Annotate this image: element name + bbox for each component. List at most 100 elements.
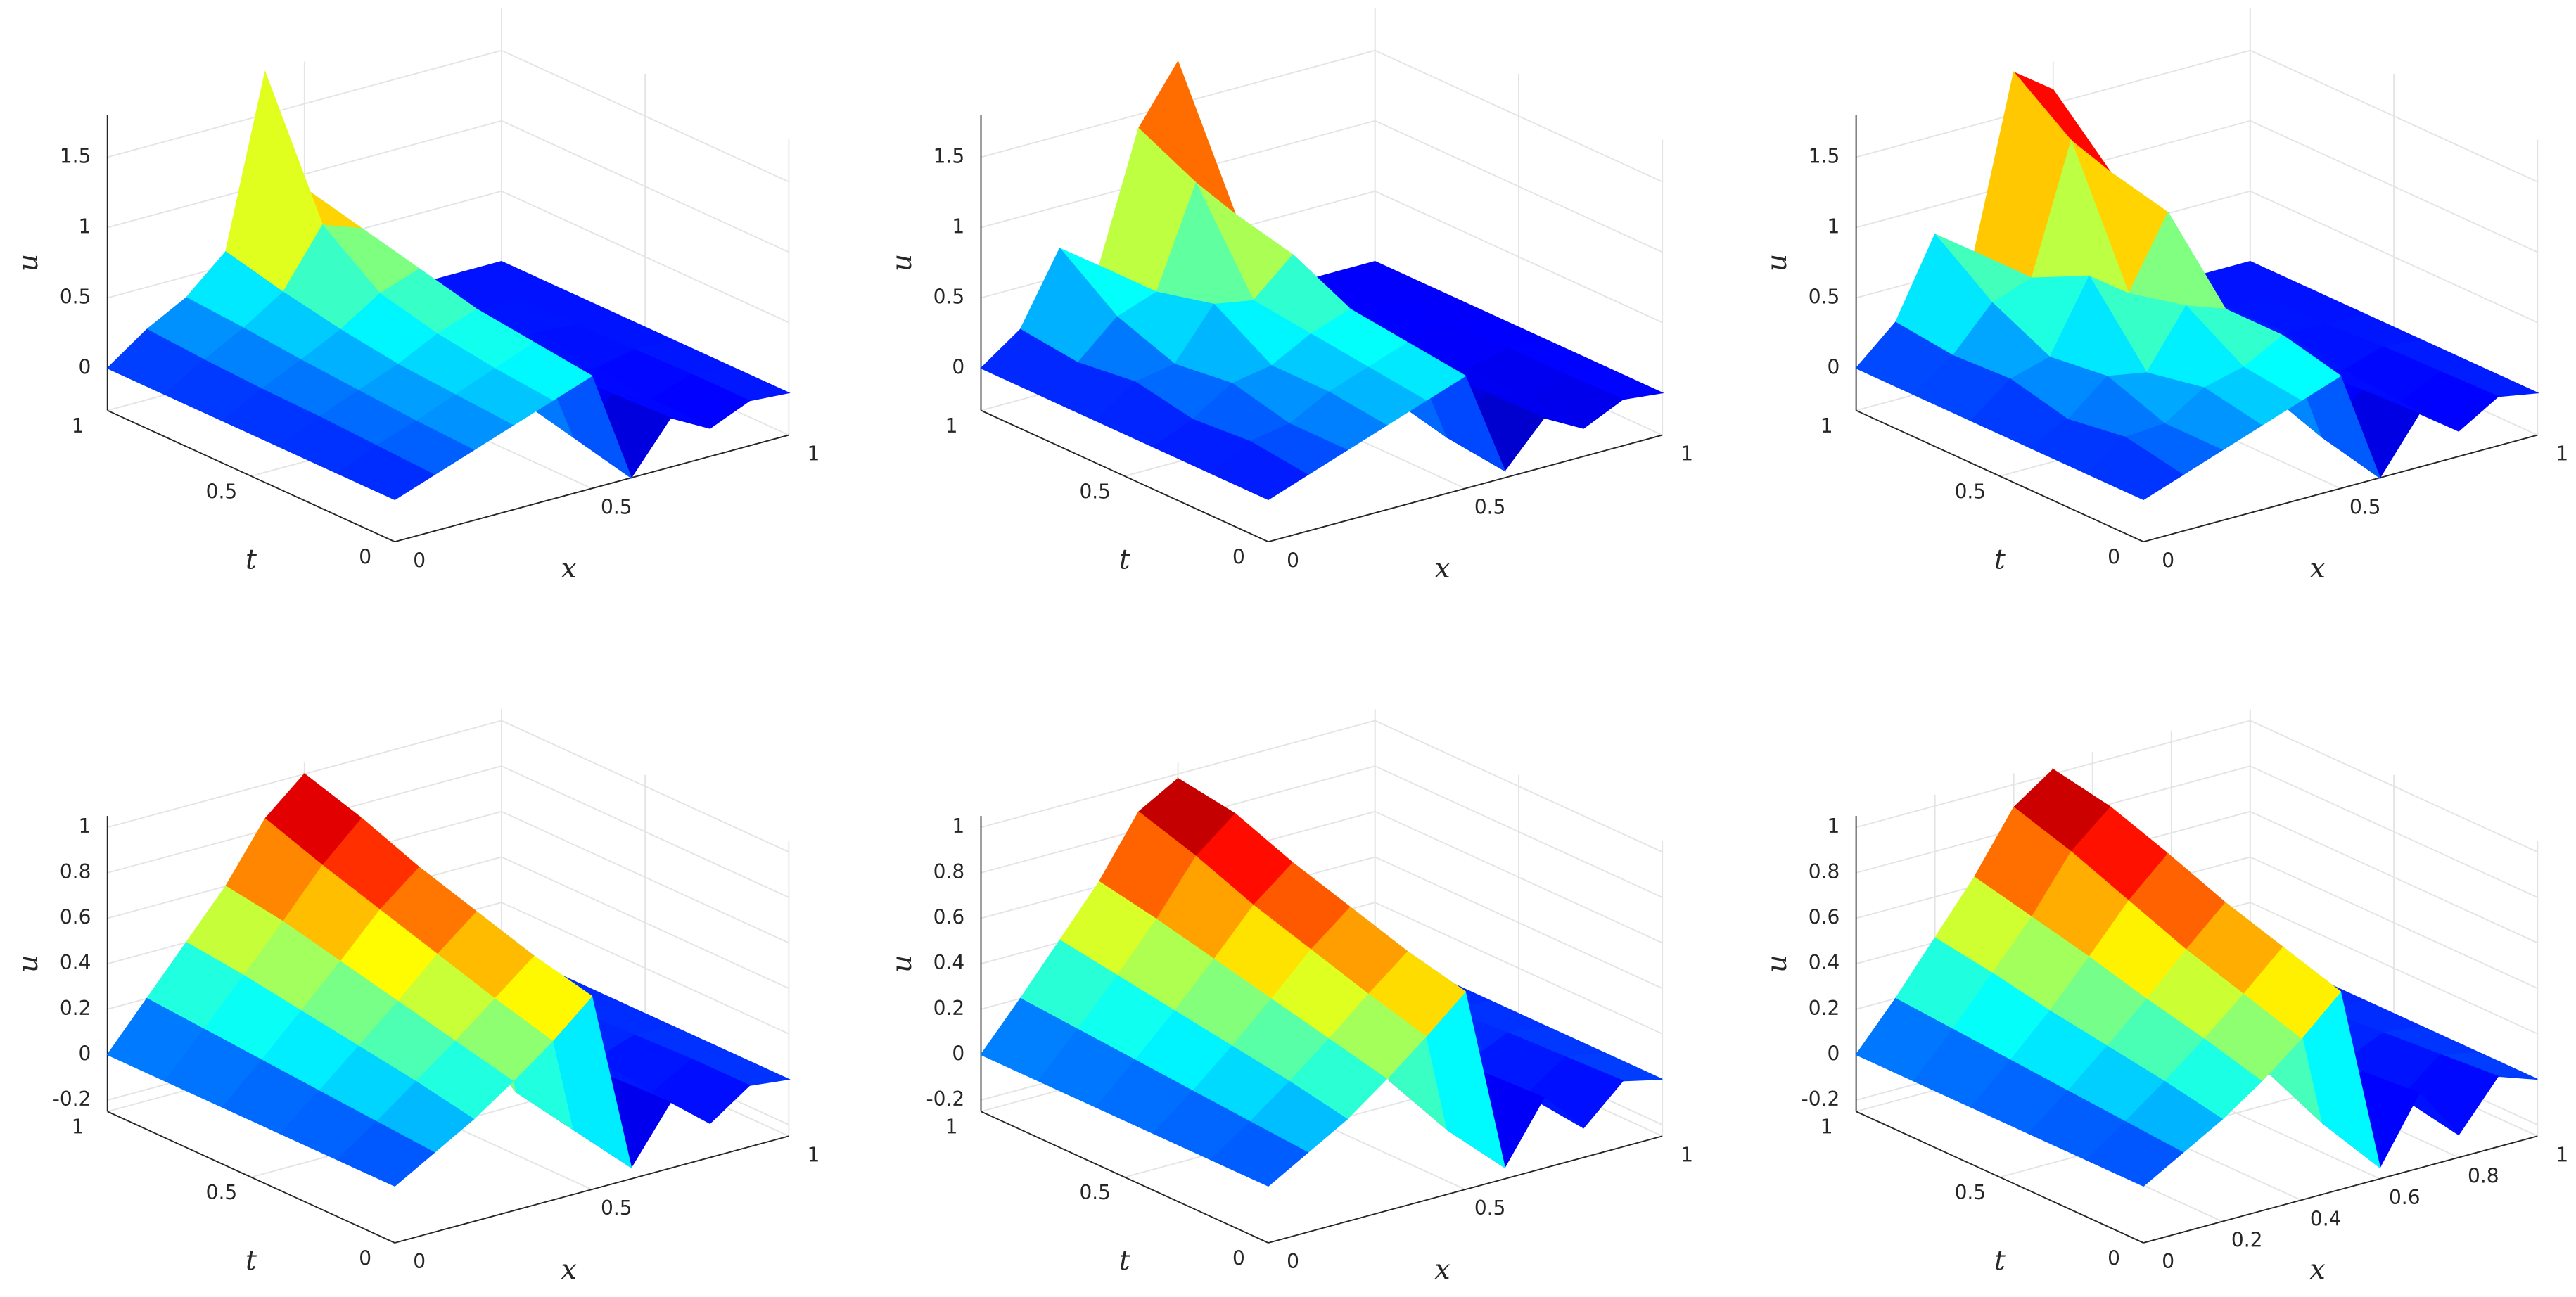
z-axis-label: u [12, 254, 44, 272]
grid-line [1375, 120, 1663, 253]
x-axis [394, 434, 789, 543]
y-axis-label: t [1994, 543, 2006, 575]
z-tick-label: 0.5 [1809, 285, 1840, 308]
x-tick-label: 0.8 [2468, 1165, 2499, 1188]
surface-plot: 0 0.5 1 0 0.5 1 0 0.5 1 1.5 x t u [1761, 8, 2568, 584]
y-axis [1856, 409, 2144, 543]
z-tick-label: 1.5 [60, 144, 91, 167]
grid-line [501, 765, 789, 898]
grid-line [1375, 856, 1663, 990]
grid-line [2250, 902, 2538, 1035]
x-axis [394, 1135, 789, 1244]
z-tick-label: 0 [79, 1042, 91, 1065]
x-axis-label: x [1434, 552, 1450, 584]
y-tick-label: 0.5 [1955, 1181, 1987, 1204]
y-tick-label: 0 [1232, 546, 1245, 569]
y-axis [981, 1111, 1269, 1244]
z-tick-label: 0.2 [1809, 997, 1840, 1020]
z-tick-label: 0.4 [1809, 951, 1840, 974]
x-axis [1268, 1135, 1663, 1244]
z-tick-label: 1 [1827, 814, 1839, 838]
grid-line [2250, 765, 2538, 898]
z-tick-label: 1 [79, 814, 91, 838]
x-tick-label: 0.5 [1474, 1196, 1506, 1220]
grid-line [2250, 856, 2538, 990]
z-tick-label: 1.5 [933, 144, 965, 167]
y-tick-label: 0 [2108, 1246, 2120, 1270]
x-tick-label: 1 [2556, 1143, 2568, 1166]
y-tick-label: 1 [1821, 1116, 1833, 1139]
x-axis-label: x [2309, 552, 2325, 584]
y-axis-label: t [1119, 543, 1130, 575]
grid-line [1375, 720, 1663, 853]
x-tick-label: 0 [2162, 1250, 2174, 1273]
x-axis [1268, 434, 1663, 543]
z-tick-label: 0 [1827, 356, 1839, 379]
y-tick-label: 0.5 [1079, 480, 1111, 503]
surface-plot: 0 0.2 0.4 0.6 0.8 1 0 0.5 1 -0.2 0 0.2 0.4 0.6 0.8 1 x t u [1761, 709, 2568, 1286]
grid-line [2250, 810, 2538, 944]
y-axis-label: t [1119, 1244, 1130, 1277]
y-axis-label: t [246, 1244, 257, 1277]
x-tick-label: 1 [1681, 442, 1693, 466]
z-tick-label: 0.4 [60, 951, 91, 974]
grid-line [1375, 810, 1663, 944]
x-tick-label: 0 [1287, 1250, 1299, 1273]
surface-patch [1210, 1121, 1309, 1187]
z-axis-label: u [1761, 954, 1793, 973]
grid-line [1375, 765, 1663, 898]
x-axis [2143, 1135, 2538, 1244]
z-tick-label: 1 [79, 215, 91, 238]
y-tick-label: 0.5 [1079, 1181, 1111, 1204]
z-tick-label: 0.5 [60, 285, 91, 308]
x-axis-label: x [561, 552, 576, 584]
z-tick-label: 0.8 [933, 860, 965, 883]
y-axis-label: t [246, 543, 257, 575]
surface-patch [336, 445, 435, 501]
x-tick-label: 0 [1287, 549, 1299, 572]
surface-plot: 0 0.5 1 0 0.5 1 0 0.5 1 1.5 x t u [886, 8, 1693, 584]
y-tick-label: 0.5 [206, 480, 238, 503]
surface-patch [1209, 440, 1309, 501]
grid-line [2250, 49, 2538, 183]
z-tick-label: 0.6 [1809, 906, 1840, 929]
x-tick-label: 0.5 [601, 1196, 632, 1220]
surface-patch [336, 1121, 435, 1187]
y-tick-label: 0 [359, 1246, 371, 1270]
z-tick-label: 0.2 [933, 997, 965, 1020]
y-tick-label: 1 [945, 414, 958, 437]
grid-line [501, 120, 789, 253]
grid-line [2250, 720, 2538, 853]
x-tick-label: 0 [413, 1250, 426, 1273]
y-axis [107, 1111, 395, 1244]
grid-line [981, 720, 1375, 829]
grid-line [501, 49, 789, 183]
grid-line [107, 49, 502, 158]
z-tick-label: 1 [1827, 215, 1839, 238]
grid-line [1375, 902, 1663, 1035]
z-tick-label: 1 [952, 814, 964, 838]
x-axis-label: x [561, 1253, 576, 1286]
surface-patch [2085, 436, 2184, 501]
x-tick-label: 1 [808, 1143, 820, 1166]
grid-line [501, 810, 789, 944]
x-tick-label: 1 [808, 442, 820, 466]
grid-line [1375, 49, 1663, 183]
surface-plot: 0 0.5 1 0 0.5 1 0 0.5 1 1.5 x t u [12, 8, 820, 584]
x-tick-label: 0 [2162, 549, 2174, 572]
surface-patch [2085, 1121, 2184, 1187]
surface-plot: 0 0.5 1 0 0.5 1 -0.2 0 0.2 0.4 0.6 0.8 1 x t u [886, 709, 1693, 1286]
x-tick-label: 0.6 [2389, 1186, 2421, 1209]
z-axis-label: u [12, 954, 44, 973]
grid-line [1375, 190, 1663, 324]
z-tick-label: 0 [79, 356, 91, 379]
z-tick-label: 0.6 [60, 906, 91, 929]
grid-line [501, 902, 789, 1035]
y-tick-label: 1 [945, 1116, 958, 1139]
x-tick-label: 0.5 [2349, 495, 2381, 518]
x-tick-label: 0 [413, 549, 426, 572]
y-axis [1856, 1111, 2144, 1244]
z-tick-label: -0.2 [926, 1087, 965, 1111]
y-tick-label: 0 [2108, 546, 2120, 569]
y-tick-label: 0 [359, 546, 371, 569]
